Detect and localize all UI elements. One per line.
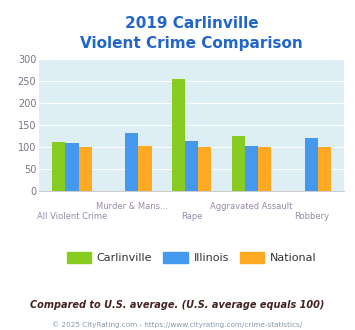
Text: Aggravated Assault: Aggravated Assault	[211, 202, 293, 211]
Bar	[305, 138, 318, 191]
Bar	[78, 147, 92, 191]
Bar	[52, 142, 65, 191]
Text: Compared to U.S. average. (U.S. average equals 100): Compared to U.S. average. (U.S. average …	[30, 300, 325, 310]
Bar	[185, 141, 198, 191]
Text: © 2025 CityRating.com - https://www.cityrating.com/crime-statistics/: © 2025 CityRating.com - https://www.city…	[53, 322, 302, 328]
Bar	[125, 133, 138, 191]
Text: Murder & Mans...: Murder & Mans...	[96, 202, 168, 211]
Title: 2019 Carlinville
Violent Crime Comparison: 2019 Carlinville Violent Crime Compariso…	[80, 16, 303, 51]
Bar	[245, 146, 258, 191]
Text: All Violent Crime: All Violent Crime	[37, 212, 107, 221]
Text: Rape: Rape	[181, 212, 202, 221]
Bar	[232, 136, 245, 191]
Bar	[65, 144, 78, 191]
Legend: Carlinville, Illinois, National: Carlinville, Illinois, National	[62, 247, 321, 267]
Bar	[172, 79, 185, 191]
Bar	[258, 147, 271, 191]
Bar	[138, 146, 152, 191]
Text: Robbery: Robbery	[294, 212, 329, 221]
Bar	[198, 147, 212, 191]
Bar	[318, 147, 331, 191]
